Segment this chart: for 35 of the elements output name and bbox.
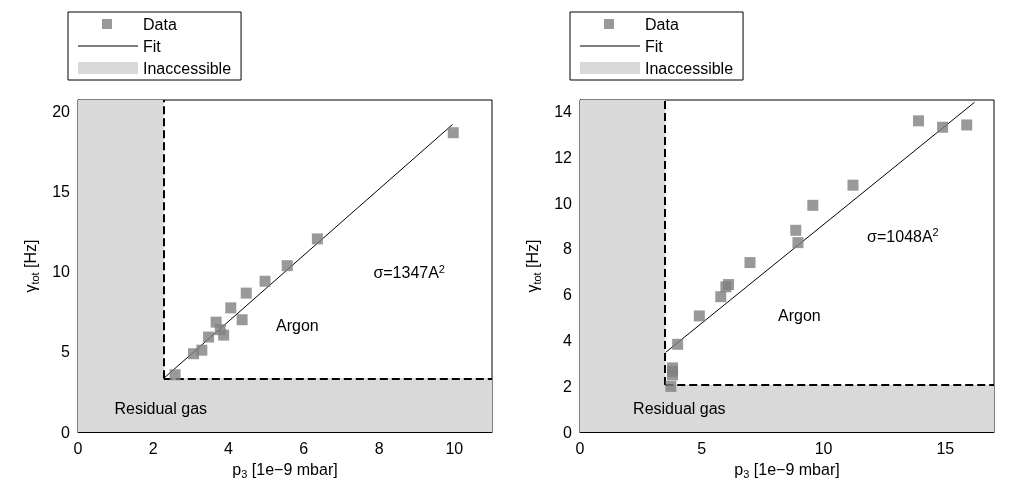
annotation: Argon [276, 317, 319, 335]
y-tick-label: 15 [52, 182, 71, 200]
y-tick-label: 10 [52, 263, 71, 281]
legend-label: Data [645, 15, 679, 33]
y-tick-label: 10 [554, 194, 573, 212]
y-tick-label: 4 [563, 331, 573, 349]
y-axis-title: γtot [Hz] [524, 239, 543, 293]
annotation: Argon [778, 307, 821, 325]
x-tick-label: 6 [299, 439, 309, 457]
y-tick-label: 20 [52, 102, 71, 120]
x-tick-label: 2 [148, 439, 158, 457]
y-axis-title: γtot [Hz] [22, 239, 41, 293]
x-tick-label: 10 [445, 439, 464, 457]
y-tick-label: 14 [554, 102, 573, 120]
y-tick-label: 0 [61, 423, 71, 441]
y-tick-label: 8 [563, 240, 573, 258]
x-tick-label: 15 [936, 439, 955, 457]
legend-label: Fit [645, 37, 664, 55]
y-tick-label: 5 [61, 343, 71, 361]
annotation: Residual gas [114, 400, 208, 418]
y-tick-label: 0 [563, 423, 573, 441]
x-tick-label: 0 [575, 439, 585, 457]
x-tick-label: 8 [374, 439, 384, 457]
x-tick-label: 4 [224, 439, 234, 457]
y-tick-label: 6 [563, 286, 573, 304]
x-tick-label: 10 [814, 439, 833, 457]
x-tick-label: 0 [73, 439, 83, 457]
legend-label: Data [143, 15, 177, 33]
y-tick-label: 12 [554, 148, 573, 166]
legend-label: Fit [143, 37, 162, 55]
x-tick-label: 5 [697, 439, 707, 457]
legend-label: Inaccessible [645, 59, 734, 77]
annotation: Residual gas [633, 400, 726, 418]
legend-label: Inaccessible [143, 59, 232, 77]
y-tick-label: 2 [563, 377, 573, 395]
